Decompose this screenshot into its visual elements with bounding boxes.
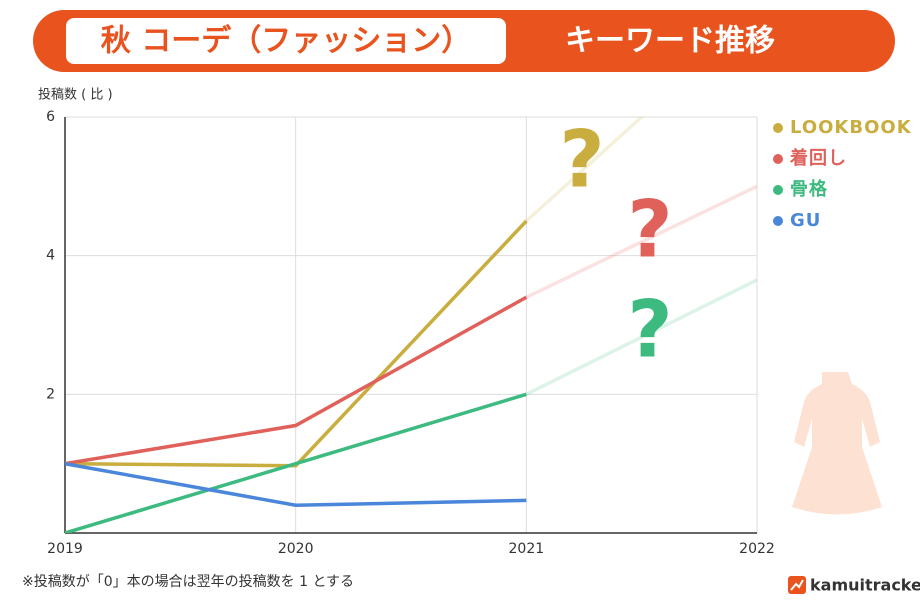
x-tick-label: 2022 [739, 541, 775, 557]
legend-marker [773, 123, 783, 133]
x-tick-label: 2021 [509, 541, 545, 557]
legend-marker [773, 185, 783, 195]
annotation: ? [627, 285, 672, 375]
legend-label: 着回し [789, 147, 847, 169]
y-tick-label: 2 [46, 386, 55, 402]
brand-icon [788, 576, 806, 594]
line [525, 117, 645, 223]
title-box [66, 18, 506, 64]
y-tick-label: 6 [46, 109, 55, 125]
line [525, 184, 757, 299]
legend-marker [773, 216, 783, 226]
line [65, 461, 527, 508]
chart-subtitle: キーワード推移 [565, 24, 775, 59]
line [65, 295, 528, 466]
brand: kamuitracker [810, 576, 920, 595]
x-tick-label: 2020 [278, 541, 314, 557]
annotation: ? [559, 115, 604, 205]
footnote: ※投稿数が「0」本の場合は翌年の投稿数を 1 とする [22, 574, 354, 590]
legend-label: 骨格 [790, 178, 828, 200]
y-axis-label: 投稿数 ( 比 ) [38, 87, 113, 103]
x-tick-label: 2019 [47, 541, 83, 557]
plot-area [65, 117, 757, 533]
annotation: ? [627, 185, 672, 275]
line [65, 392, 527, 533]
chart-title: 秋 コーデ（ファッション） [101, 24, 471, 59]
line [65, 219, 528, 468]
legend-label: LOOKBOOK [790, 117, 912, 138]
legend-marker [773, 154, 783, 164]
legend-label: GU [790, 210, 821, 231]
y-tick-label: 4 [46, 248, 55, 264]
line [525, 278, 757, 396]
dress-icon [792, 372, 882, 515]
